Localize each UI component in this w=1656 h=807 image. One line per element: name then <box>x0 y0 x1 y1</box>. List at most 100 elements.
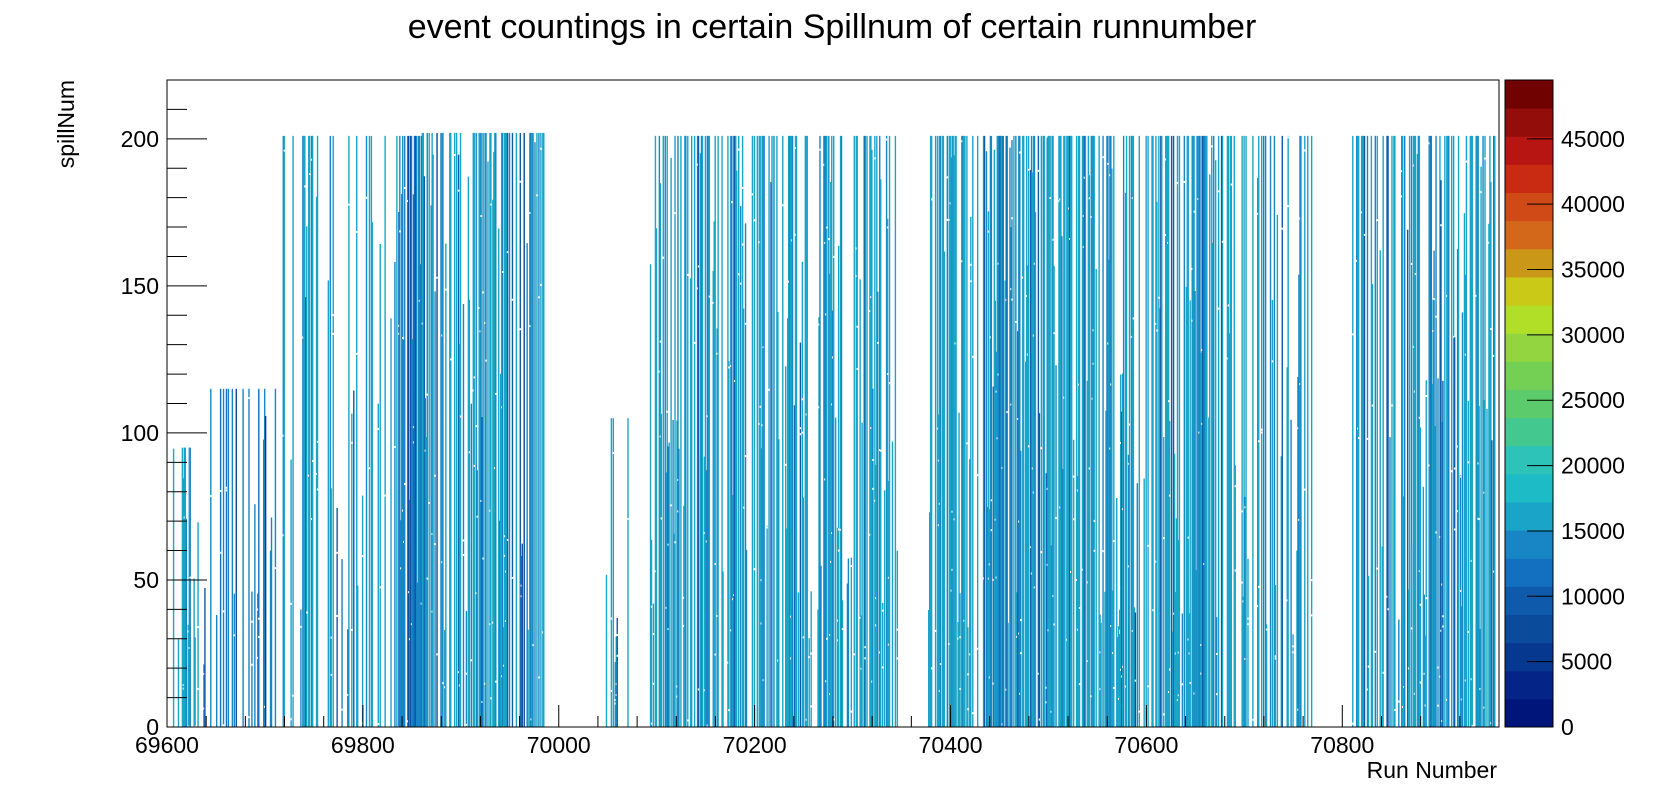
heatmap-column <box>1016 592 1018 727</box>
heatmap-gap <box>819 148 821 151</box>
heatmap-gap <box>1241 510 1243 513</box>
heatmap-column <box>1360 135 1363 727</box>
heatmap-column <box>450 132 452 727</box>
heatmap-column <box>308 135 310 727</box>
heatmap-gap <box>666 410 668 413</box>
heatmap-gap <box>1442 615 1444 618</box>
heatmap-gap <box>826 226 828 229</box>
heatmap-gap <box>1459 475 1462 478</box>
heatmap-column <box>938 135 941 727</box>
heatmap-gap <box>989 336 992 339</box>
heatmap-gap <box>1470 678 1472 681</box>
heatmap-column <box>1489 135 1491 727</box>
heatmap-gap <box>1033 586 1036 589</box>
heatmap-column <box>1128 135 1131 727</box>
heatmap-column <box>986 507 989 727</box>
heatmap-gap <box>203 673 205 676</box>
heatmap-column <box>262 439 265 727</box>
chart-title: event countings in certain Spillnum of c… <box>408 8 1257 46</box>
heatmap-column <box>1171 631 1174 727</box>
heatmap-gap <box>431 610 433 613</box>
heatmap-column <box>1228 333 1231 727</box>
heatmap-gap <box>1366 437 1369 440</box>
heatmap-gap <box>1310 579 1313 582</box>
heatmap-column <box>759 135 761 727</box>
heatmap-column <box>790 135 793 727</box>
heatmap-gap <box>705 540 708 543</box>
heatmap-gap <box>412 426 415 429</box>
heatmap-column <box>1015 135 1017 727</box>
heatmap-column <box>714 135 716 727</box>
heatmap-column <box>470 403 473 727</box>
heatmap-column <box>187 624 189 727</box>
heatmap-gap <box>1441 583 1443 586</box>
heatmap-gap <box>421 322 424 325</box>
heatmap-column <box>758 135 760 727</box>
heatmap-column <box>1063 135 1065 727</box>
heatmap-gap <box>462 553 465 556</box>
heatmap-column <box>1025 135 1028 727</box>
heatmap-column <box>421 132 424 727</box>
heatmap-gap <box>1038 718 1041 721</box>
heatmap-column <box>315 196 318 728</box>
heatmap-gap <box>957 637 959 640</box>
heatmap-column <box>215 615 218 727</box>
heatmap-gap <box>787 280 790 283</box>
heatmap-gap <box>662 256 664 259</box>
heatmap-gap <box>402 509 404 512</box>
heatmap-column <box>1379 250 1381 728</box>
heatmap-column <box>1078 135 1081 727</box>
heatmap-gap <box>1088 467 1091 470</box>
heatmap-gap <box>1456 445 1459 448</box>
heatmap-column <box>304 135 306 727</box>
heatmap-column <box>1013 135 1015 727</box>
heatmap-column <box>1031 172 1034 728</box>
heatmap-column <box>874 135 876 727</box>
heatmap-gap <box>490 697 492 700</box>
y-axis: 0 50 100 150 200 <box>121 79 207 740</box>
heatmap-gap <box>877 341 879 344</box>
heatmap-gap <box>1242 600 1244 603</box>
heatmap-gap <box>976 474 979 477</box>
heatmap-gap <box>258 617 260 620</box>
heatmap-gap <box>1493 354 1495 357</box>
heatmap-gap <box>258 635 260 638</box>
heatmap-gap <box>1158 296 1160 299</box>
heatmap-column <box>1212 242 1214 727</box>
heatmap-gap <box>948 642 950 645</box>
heatmap-gap <box>315 472 318 475</box>
heatmap-gap <box>1493 570 1495 573</box>
heatmap-column <box>1075 135 1078 727</box>
heatmap-column <box>181 447 184 727</box>
heatmap-column <box>1152 135 1154 727</box>
heatmap-column <box>841 600 844 727</box>
heatmap-column <box>1005 135 1007 727</box>
heatmap-column <box>721 135 723 727</box>
heatmap-column <box>1252 135 1254 727</box>
heatmap-column <box>785 366 787 727</box>
heatmap-gap <box>1072 518 1075 521</box>
heatmap-gap <box>789 657 792 660</box>
heatmap-gap <box>874 157 876 160</box>
heatmap-column <box>1410 135 1413 727</box>
heatmap-column <box>1143 478 1145 727</box>
heatmap-gap <box>818 323 820 326</box>
heatmap-column <box>782 135 784 727</box>
heatmap-column <box>1484 135 1486 727</box>
heatmap-gap <box>650 722 653 725</box>
heatmap-column <box>1197 135 1199 727</box>
heatmap-gap <box>457 189 460 192</box>
heatmap-gap <box>1297 708 1299 711</box>
heatmap-column <box>872 388 874 727</box>
heatmap-gap <box>896 628 899 631</box>
color-scale-swatch <box>1505 445 1553 475</box>
heatmap-column <box>1243 135 1245 727</box>
heatmap-column <box>1188 613 1190 727</box>
heatmap-gap <box>696 163 699 166</box>
heatmap-gap <box>1352 333 1354 336</box>
heatmap-gap <box>1093 549 1095 552</box>
x-tick-label: 70600 <box>1114 732 1178 758</box>
color-scale-tick-label: 0 <box>1561 714 1574 740</box>
heatmap-gap <box>739 282 742 285</box>
heatmap-gap <box>188 647 190 650</box>
